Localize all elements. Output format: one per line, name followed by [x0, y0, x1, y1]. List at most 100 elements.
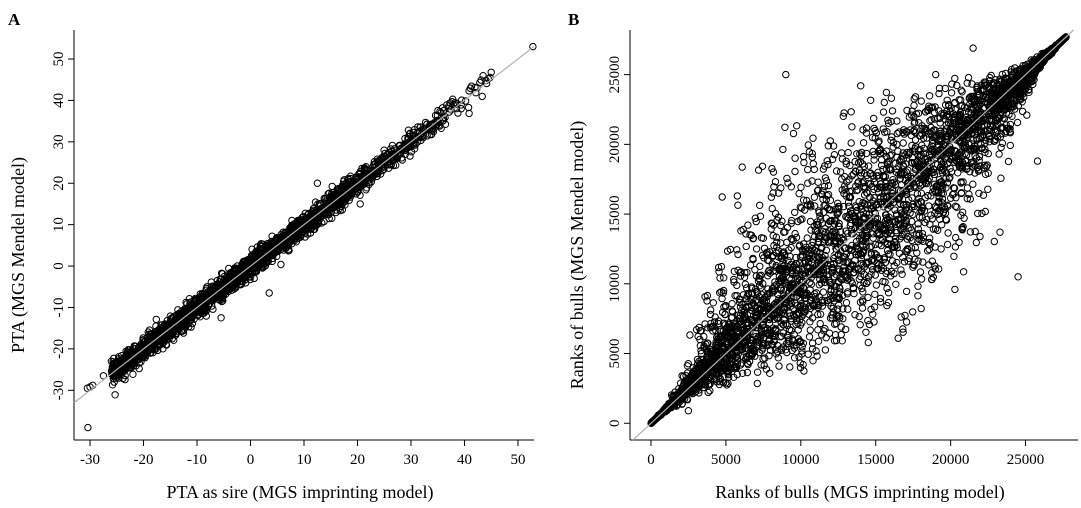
- panel-a-data-point: [451, 99, 459, 107]
- panel-b-y-tick-label: 10000: [607, 265, 623, 303]
- panel-a-data-point: [423, 132, 431, 140]
- panel-b-data-point: [707, 306, 715, 314]
- panel-b-data-point: [872, 281, 881, 289]
- panel-a-data-point: [267, 237, 276, 246]
- panel-a-data-point: [145, 342, 153, 350]
- panel-a-data-point: [181, 306, 190, 314]
- panel-b-data-point: [805, 333, 814, 341]
- panel-a-data-point: [284, 247, 293, 255]
- panel-b-data-point: [806, 326, 814, 334]
- panel-b-data-point: [683, 362, 692, 370]
- panel-b-y-tick-label: 25000: [607, 56, 623, 94]
- panel-a-data-point: [416, 132, 424, 141]
- panel-a-data-point: [114, 374, 123, 382]
- panel-b-data-point: [753, 379, 761, 388]
- panel-a-data-point: [368, 175, 376, 183]
- panel-a-data-point: [292, 238, 300, 246]
- panel-a-data-point: [280, 246, 288, 254]
- panel-b-y-tick-label: 15000: [607, 195, 623, 233]
- panel-a-data-point: [257, 240, 265, 248]
- panel-a-x-tick-label: -20: [134, 452, 154, 468]
- panel-b-data-point: [807, 226, 815, 234]
- panel-b-data-point: [974, 209, 982, 218]
- panel-b-data-point: [997, 174, 1005, 182]
- panel-a-data-point: [367, 178, 375, 186]
- panel-a-data-point: [529, 42, 537, 51]
- panel-b-data-point: [781, 123, 789, 132]
- panel-a-data-point: [152, 315, 161, 324]
- panel-b-data-point: [810, 193, 819, 201]
- panel-a-data-point: [304, 224, 312, 233]
- panel-a-data-point: [360, 164, 369, 172]
- panel-a-data-point: [328, 182, 336, 191]
- panel-a-data-point: [362, 163, 370, 171]
- panel-b-data-point: [917, 304, 925, 313]
- panel-a-y-tick-label: 0: [51, 262, 67, 270]
- panel-a-data-point: [262, 248, 270, 257]
- panel-b-data-point: [786, 363, 794, 371]
- panel-b-data-point: [1013, 118, 1022, 127]
- panel-a-data-point: [217, 314, 225, 322]
- panel-b-data-point: [917, 97, 925, 105]
- panel-b-data-point: [799, 152, 808, 161]
- panel-b-data-point: [902, 318, 911, 326]
- panel-a-data-point: [307, 225, 315, 233]
- panel-a-data-point: [396, 141, 404, 150]
- panel-a-data-point: [203, 296, 212, 304]
- panel-a-data-point: [237, 280, 245, 289]
- panel-a-data-point: [318, 219, 326, 227]
- panel-a-points: [83, 42, 537, 432]
- panel-a-data-point: [124, 346, 132, 354]
- panel-a-data-point: [405, 130, 414, 138]
- panel-b-data-point: [914, 282, 922, 290]
- panel-b-data-point: [969, 180, 977, 188]
- panel-b-data-point: [897, 313, 905, 321]
- panel-b-data-point: [804, 350, 812, 358]
- panel-a-data-point: [196, 290, 205, 298]
- panel-b-data-point: [847, 108, 855, 116]
- panel-a-data-point: [302, 226, 311, 234]
- panel-b-data-point: [923, 247, 932, 255]
- panel-a-data-point: [209, 305, 217, 313]
- panel-b-data-point: [997, 143, 1005, 152]
- panel-a-x-axis-label: PTA as sire (MGS imprinting model): [166, 482, 433, 503]
- panel-a-data-point: [325, 200, 334, 208]
- panel-a-data-point: [269, 245, 277, 253]
- panel-a-data-point: [211, 288, 220, 297]
- panel-b-data-point: [862, 328, 870, 336]
- panel-a-data-point: [130, 359, 138, 367]
- panel-a-data-point: [178, 315, 187, 323]
- panel-b-data-point: [847, 139, 855, 147]
- panel-a-data-point: [304, 230, 312, 238]
- panel-a-data-point: [118, 355, 126, 363]
- panel-b-data-point: [995, 150, 1003, 158]
- panel-a-data-point: [159, 345, 167, 353]
- panel-a-data-point: [207, 278, 216, 286]
- panel-a-data-point: [439, 107, 448, 115]
- panel-a-data-point: [187, 303, 195, 311]
- panel-a-data-point: [237, 265, 245, 273]
- panel-b-data-point: [836, 168, 845, 176]
- panel-a-data-point: [192, 296, 200, 304]
- panel-a-data-point: [277, 260, 285, 269]
- panel-b-data-point: [766, 369, 774, 377]
- panel-b-y-tick-label: 0: [607, 420, 623, 428]
- panel-a-x-tick-label: -10: [187, 452, 207, 468]
- panel-b-data-point: [756, 262, 764, 270]
- panel-a-data-point: [239, 258, 247, 267]
- panel-a-data-point: [457, 105, 465, 113]
- panel-b-data-point: [734, 201, 742, 209]
- panel-b-data-point: [821, 346, 830, 354]
- panel-a-data-point: [320, 199, 328, 208]
- panel-a-data-point: [362, 186, 370, 194]
- panel-b-data-point: [869, 234, 877, 242]
- panel-a-y-tick-label: 40: [51, 93, 67, 108]
- panel-b-data-point: [950, 252, 958, 260]
- panel-a-data-point: [135, 364, 143, 373]
- panel-b-data-point: [795, 189, 803, 198]
- panel-b-data-point: [984, 185, 992, 194]
- panel-a-data-point: [356, 200, 364, 208]
- panel-a-data-point: [246, 257, 255, 265]
- panel-b-data-point: [844, 148, 852, 157]
